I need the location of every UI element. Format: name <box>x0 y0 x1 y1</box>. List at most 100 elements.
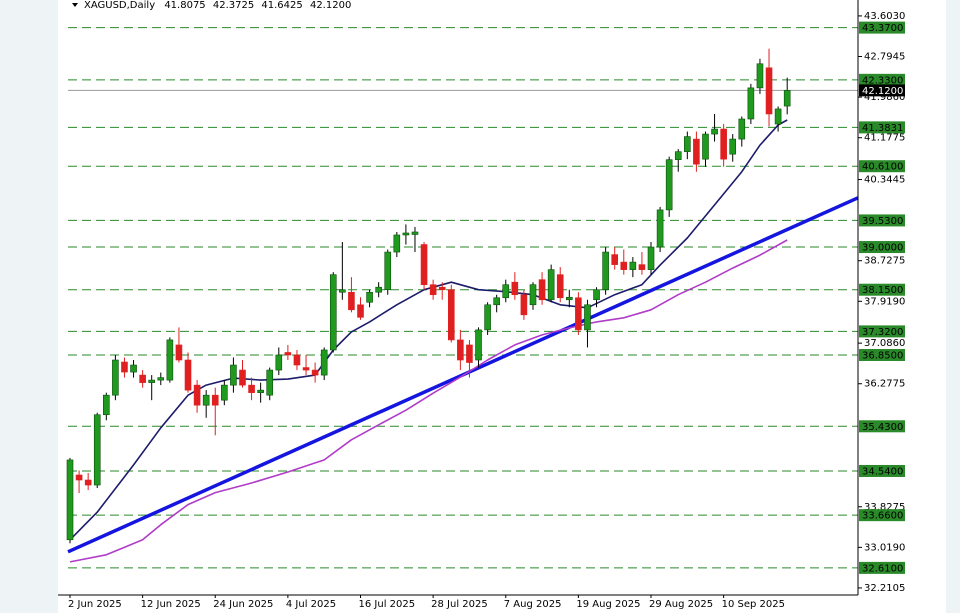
candle-body-up <box>411 231 419 235</box>
candle-body-up <box>602 251 609 291</box>
candle-body-down <box>193 384 201 406</box>
candle-body-up <box>529 284 537 306</box>
candle-body-up <box>166 339 174 381</box>
level-label: 34.5400 <box>862 466 903 477</box>
candle-body-down <box>765 67 773 115</box>
candle-body-down <box>638 264 646 270</box>
candle-body-down <box>720 128 727 160</box>
candle-body-up <box>674 151 682 160</box>
candle-body-up <box>112 359 119 396</box>
candle-body-down <box>575 297 582 331</box>
candle-body-up <box>484 304 491 331</box>
candle-body-down <box>511 281 519 296</box>
y-tick-label: 37.9190 <box>864 296 905 307</box>
level-label-box <box>859 241 905 254</box>
x-tick-label: 12 Jun 2025 <box>141 599 201 610</box>
level-label: 40.6100 <box>862 162 903 173</box>
candle-body-up <box>93 414 101 486</box>
moving-average <box>69 119 788 541</box>
current-price-box <box>859 84 905 97</box>
x-tick-label: 28 Jul 2025 <box>431 599 488 610</box>
y-tick-label: 41.9860 <box>864 92 905 103</box>
candle-body-up <box>711 128 718 135</box>
candle-body-up <box>747 87 755 120</box>
level-label: 37.3200 <box>862 327 903 338</box>
candle-body-up <box>702 133 709 160</box>
symbol-menu-arrow[interactable] <box>72 3 78 7</box>
level-label: 39.0000 <box>862 243 903 254</box>
level-label: 36.8500 <box>862 350 903 361</box>
candle-body-down <box>239 369 246 386</box>
y-tick-label: 32.2105 <box>864 583 905 594</box>
candle-body-up <box>738 118 746 140</box>
level-label-box <box>859 73 905 86</box>
candle-body-down <box>284 352 292 356</box>
candle-body-up <box>329 274 337 351</box>
candle-body-up <box>384 251 392 291</box>
candle-body-up <box>103 394 110 416</box>
level-label: 33.6600 <box>862 511 903 522</box>
candle-body-up <box>402 232 410 236</box>
level-label: 39.5300 <box>862 216 903 227</box>
candle-body-up <box>366 291 373 303</box>
level-label-box <box>859 509 905 522</box>
current-price-label: 42.1200 <box>862 86 903 97</box>
candle-body-up <box>148 379 156 383</box>
candle-body-up <box>339 289 346 293</box>
candle-body-down <box>121 361 128 373</box>
candle-body-up <box>656 209 664 248</box>
chart-title: XAGUSD,Daily <box>84 0 155 11</box>
candle-body-down <box>466 344 473 363</box>
candle-body-down <box>556 274 564 299</box>
candle-body-up <box>66 459 74 541</box>
candle-body-down <box>84 479 92 486</box>
header-high: 42.3725 <box>213 0 254 11</box>
candle-body-up <box>257 389 264 393</box>
level-label-box <box>859 121 905 134</box>
y-tick-label: 33.0190 <box>864 542 905 553</box>
level-label-box <box>859 325 905 338</box>
level-label: 32.6100 <box>862 563 903 574</box>
level-label: 41.3831 <box>862 123 903 134</box>
x-tick-label: 10 Sep 2025 <box>722 599 785 610</box>
level-label-box <box>859 283 905 296</box>
candle-body-up <box>221 384 228 401</box>
candle-body-up <box>393 234 401 253</box>
candle-body-down <box>429 284 437 296</box>
level-label: 43.3700 <box>862 23 903 34</box>
candle-body-up <box>756 63 764 89</box>
candle-body-up <box>493 297 500 306</box>
candle-body-down <box>611 254 618 265</box>
moving-average <box>69 239 788 563</box>
candle-body-down <box>175 344 183 361</box>
candle-body-down <box>520 294 528 316</box>
candle-body-up <box>647 246 655 270</box>
candle-body-up <box>584 304 591 331</box>
level-label: 42.3300 <box>862 75 903 86</box>
level-label: 35.4300 <box>862 422 903 433</box>
level-label-box <box>859 561 905 574</box>
level-label-box <box>859 214 905 227</box>
y-tick-label: 42.7945 <box>864 52 905 63</box>
y-tick-label: 40.3445 <box>864 175 905 186</box>
x-tick-label: 29 Aug 2025 <box>649 599 713 610</box>
x-tick-label: 2 Jun 2025 <box>68 599 122 610</box>
y-tick-label: 43.6030 <box>864 11 905 22</box>
level-label: 38.1500 <box>862 285 903 296</box>
candle-body-up <box>629 261 637 270</box>
x-tick-label: 4 Jul 2025 <box>286 599 336 610</box>
candle-body-down <box>620 261 628 270</box>
candle-body-down <box>447 289 455 341</box>
x-tick-label: 24 Jun 2025 <box>213 599 273 610</box>
chart-header: XAGUSD,Daily 41.8075 42.3725 41.6425 42.… <box>84 0 351 11</box>
candle-body-down <box>457 339 464 361</box>
candle-body-up <box>729 138 737 155</box>
candle-body-down <box>139 374 146 383</box>
x-tick-label: 16 Jul 2025 <box>359 599 416 610</box>
candle-body-down <box>293 354 301 366</box>
candle-body-down <box>538 279 546 301</box>
level-label-box <box>859 464 905 477</box>
x-tick-label: 7 Aug 2025 <box>504 599 562 610</box>
